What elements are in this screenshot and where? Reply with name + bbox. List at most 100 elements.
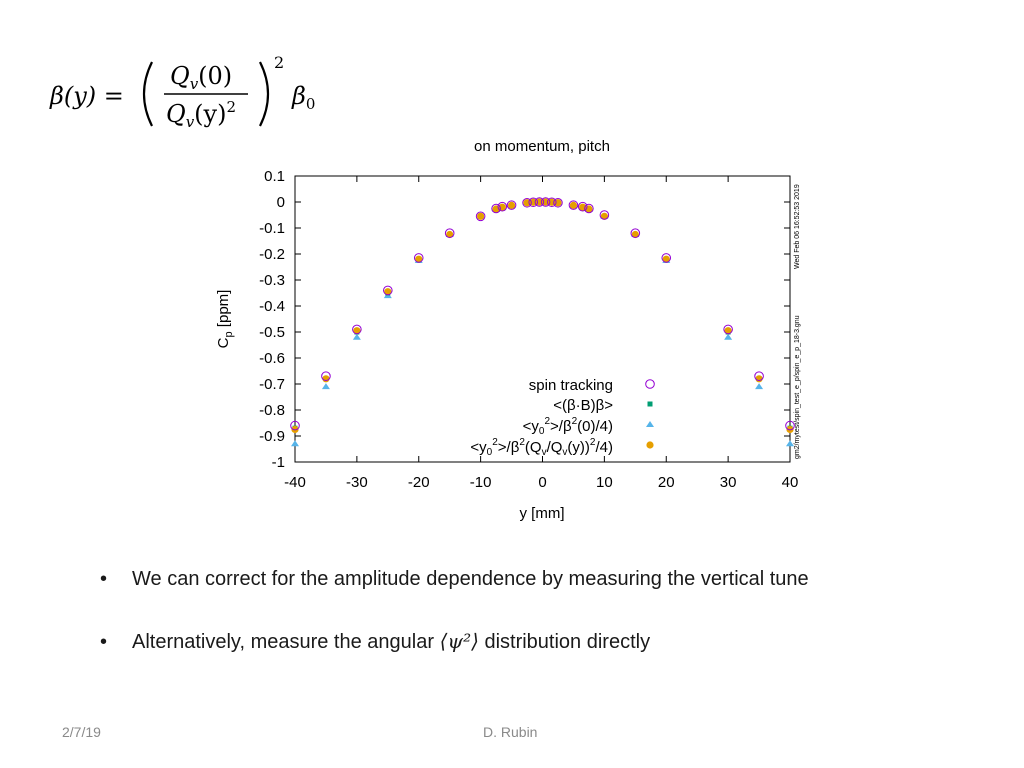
data-point-spin-tracking bbox=[506, 200, 517, 210]
data-point-spin-tracking bbox=[413, 253, 424, 263]
x-tick-label: -10 bbox=[470, 474, 492, 491]
y-tick-label: 0 bbox=[277, 194, 285, 211]
y-tick-label: -0.5 bbox=[259, 324, 285, 341]
x-tick-label: 10 bbox=[596, 474, 613, 491]
psi-squared-math: ⟨ψ²⟩ bbox=[439, 629, 479, 653]
formula-left-paren bbox=[142, 61, 153, 127]
data-point-spin-tracking bbox=[321, 371, 331, 381]
formula-denominator: Qv(y)2 bbox=[166, 98, 236, 131]
y-tick-label: -0.9 bbox=[259, 428, 285, 445]
legend-marker-beta-b bbox=[647, 401, 653, 407]
formula-outer-exponent: 2 bbox=[274, 53, 284, 72]
data-point-y0-qv bbox=[507, 201, 516, 209]
y-tick-label: -0.2 bbox=[259, 246, 285, 263]
data-point-spin-tracking bbox=[723, 324, 733, 335]
x-axis-label: y [mm] bbox=[520, 505, 565, 522]
data-point-spin-tracking bbox=[785, 420, 795, 431]
gnu-file-label: gm2/mytest/spin_test_e_p/spin_e_p_18-3.g… bbox=[794, 315, 801, 459]
data-point-spin-tracking bbox=[383, 285, 393, 296]
legend-marker-y0-beta0 bbox=[646, 421, 654, 427]
bullet-dot: • bbox=[100, 631, 108, 653]
data-point-y0-beta0 bbox=[291, 440, 299, 447]
data-point-y0-beta0 bbox=[755, 383, 764, 390]
data-point-spin-tracking bbox=[290, 420, 300, 431]
data-point-y0-qv bbox=[384, 288, 392, 296]
y-tick-label: -0.8 bbox=[259, 402, 285, 419]
data-point-spin-tracking bbox=[553, 197, 563, 208]
y-tick-label: -0.1 bbox=[259, 220, 285, 237]
y-axis-label: Cp [ppm] bbox=[215, 290, 235, 349]
y-tick-label: -0.3 bbox=[259, 272, 285, 289]
data-point-spin-tracking bbox=[661, 253, 672, 263]
data-point-spin-tracking bbox=[584, 203, 594, 214]
data-point-spin-tracking bbox=[568, 200, 579, 210]
plot-frame bbox=[294, 175, 791, 463]
bullet-dot: • bbox=[100, 568, 108, 590]
x-tick-label: 20 bbox=[658, 474, 675, 491]
data-point-y0-qv bbox=[322, 375, 330, 383]
data-point-y0-beta0 bbox=[321, 383, 330, 390]
data-point-y0-qv bbox=[415, 255, 423, 263]
data-point-spin-tracking bbox=[754, 371, 764, 381]
data-point-y0-beta0 bbox=[724, 333, 733, 340]
footer-date: 2/7/19 bbox=[62, 724, 101, 740]
bullet-text: We can correct for the amplitude depende… bbox=[132, 568, 809, 590]
chart-title: on momentum, pitch bbox=[474, 138, 610, 155]
y-tick-label: -0.4 bbox=[259, 298, 285, 315]
data-point-spin-tracking bbox=[444, 228, 455, 238]
data-point-y0-qv bbox=[755, 375, 763, 383]
x-tick-label: 40 bbox=[782, 474, 799, 491]
timestamp-label: Wed Feb 06 16:52:53 2019 bbox=[794, 184, 801, 269]
bullet-text: Alternatively, measure the angular bbox=[132, 631, 440, 653]
beta-formula: β(y) = Qv(0) Qv(y)2 2 β0 bbox=[48, 52, 338, 136]
data-point-spin-tracking bbox=[599, 210, 610, 220]
bullet-item: • Alternatively, measure the angular ⟨ψ²⟩… bbox=[100, 629, 650, 654]
data-point-y0-qv bbox=[631, 230, 639, 239]
data-point-spin-tracking bbox=[528, 197, 539, 208]
formula-numerator: Qv(0) bbox=[170, 62, 232, 93]
data-point-spin-tracking bbox=[540, 197, 551, 207]
chart: on momentum, pitch 0.1 0 -0.1 -0.2 -0.3 -0.4 -… bbox=[190, 130, 820, 530]
y-tick-label: 0.1 bbox=[264, 168, 285, 185]
data-point-spin-tracking bbox=[497, 201, 508, 212]
y-tick-label: -0.6 bbox=[259, 350, 285, 367]
formula-rhs: β0 bbox=[291, 82, 315, 113]
legend-label-y0-beta0: <y02>/β2(0)/4) bbox=[523, 416, 613, 437]
data-point-y0-qv bbox=[569, 201, 578, 209]
legend-marker-spin-tracking bbox=[645, 379, 655, 389]
data-point-y0-qv bbox=[477, 212, 485, 220]
footer-author: D. Rubin bbox=[483, 724, 538, 740]
x-tick-label: 0 bbox=[538, 474, 546, 491]
bullet-item: • We can correct for the amplitude depend… bbox=[100, 568, 809, 591]
formula-right-paren bbox=[259, 61, 270, 127]
legend: spin tracking <(β·B)β> <y02>/β2(0)/4) <y… bbox=[470, 377, 655, 458]
formula-lhs: β(y) = bbox=[49, 82, 124, 110]
data-point-y0-qv bbox=[662, 255, 670, 263]
x-tick-label: -20 bbox=[408, 474, 430, 491]
x-tick-label: 30 bbox=[720, 474, 737, 491]
data-point-y0-qv bbox=[724, 327, 732, 335]
scatter-plot: on momentum, pitch 0.1 0 -0.1 -0.2 -0.3 -0.4 -… bbox=[215, 138, 801, 522]
data-point-spin-tracking bbox=[577, 201, 588, 212]
data-point-y0-qv bbox=[353, 327, 361, 335]
data-point-spin-tracking bbox=[491, 203, 501, 214]
legend-label-y0-qv: <y02>/β2(Qv/Qv(y))2/4) bbox=[470, 437, 613, 458]
y-tick-label: -1 bbox=[272, 454, 285, 471]
data-point-spin-tracking bbox=[522, 197, 532, 208]
legend-marker-y0-qv bbox=[646, 441, 654, 449]
data-point-spin-tracking bbox=[630, 228, 641, 238]
data-point-y0-qv bbox=[446, 230, 454, 239]
data-point-spin-tracking bbox=[534, 197, 545, 207]
data-point-spin-tracking bbox=[352, 324, 362, 335]
data-point-y0-beta0 bbox=[786, 440, 794, 447]
y-tick-label: -0.7 bbox=[259, 376, 285, 393]
data-point-spin-tracking bbox=[546, 197, 557, 208]
data-point-spin-tracking bbox=[475, 211, 486, 222]
bullet-text-tail: distribution directly bbox=[478, 631, 651, 653]
data-point-y0-qv bbox=[600, 212, 608, 220]
data-point-y0-beta0 bbox=[352, 333, 361, 340]
formula-graphic: β(y) = Qv(0) Qv(y)2 2 β0 bbox=[49, 53, 315, 131]
x-tick-label: -30 bbox=[346, 474, 368, 491]
legend-label-spin-tracking: spin tracking bbox=[529, 377, 613, 394]
legend-label-beta-b: <(β·B)β> bbox=[553, 397, 613, 414]
